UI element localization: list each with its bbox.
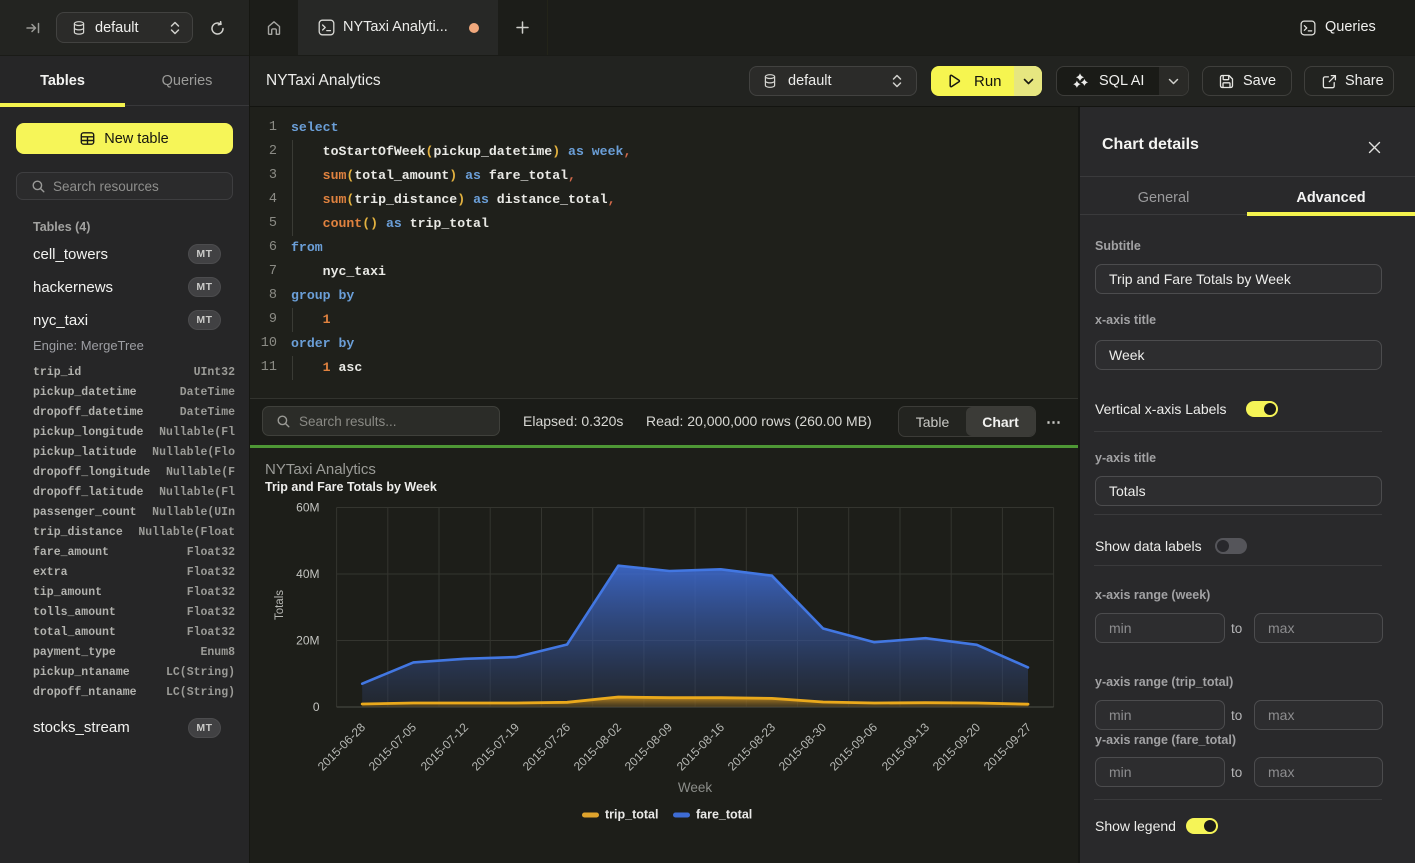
svg-text:20M: 20M bbox=[296, 634, 319, 648]
svg-text:2015-08-23: 2015-08-23 bbox=[725, 720, 779, 774]
svg-text:40M: 40M bbox=[296, 567, 319, 581]
svg-text:2015-08-30: 2015-08-30 bbox=[776, 720, 830, 774]
svg-text:2015-07-26: 2015-07-26 bbox=[520, 720, 574, 774]
svg-text:2015-08-02: 2015-08-02 bbox=[571, 720, 625, 774]
svg-text:2015-07-12: 2015-07-12 bbox=[418, 720, 472, 774]
svg-text:2015-09-13: 2015-09-13 bbox=[879, 720, 933, 774]
svg-text:2015-06-28: 2015-06-28 bbox=[315, 720, 369, 774]
svg-text:60M: 60M bbox=[296, 501, 319, 515]
svg-text:0: 0 bbox=[313, 700, 320, 714]
svg-text:2015-07-19: 2015-07-19 bbox=[469, 720, 523, 774]
svg-text:fare_total: fare_total bbox=[696, 808, 752, 822]
svg-text:trip_total: trip_total bbox=[605, 808, 658, 822]
svg-text:2015-09-20: 2015-09-20 bbox=[930, 720, 984, 774]
svg-text:Totals: Totals bbox=[274, 590, 286, 620]
svg-text:2015-08-16: 2015-08-16 bbox=[674, 720, 728, 774]
svg-text:2015-09-06: 2015-09-06 bbox=[827, 720, 881, 774]
svg-text:2015-07-05: 2015-07-05 bbox=[366, 720, 420, 774]
svg-text:2015-09-27: 2015-09-27 bbox=[981, 720, 1035, 774]
svg-text:2015-08-09: 2015-08-09 bbox=[622, 720, 676, 774]
svg-text:Week: Week bbox=[678, 780, 713, 795]
